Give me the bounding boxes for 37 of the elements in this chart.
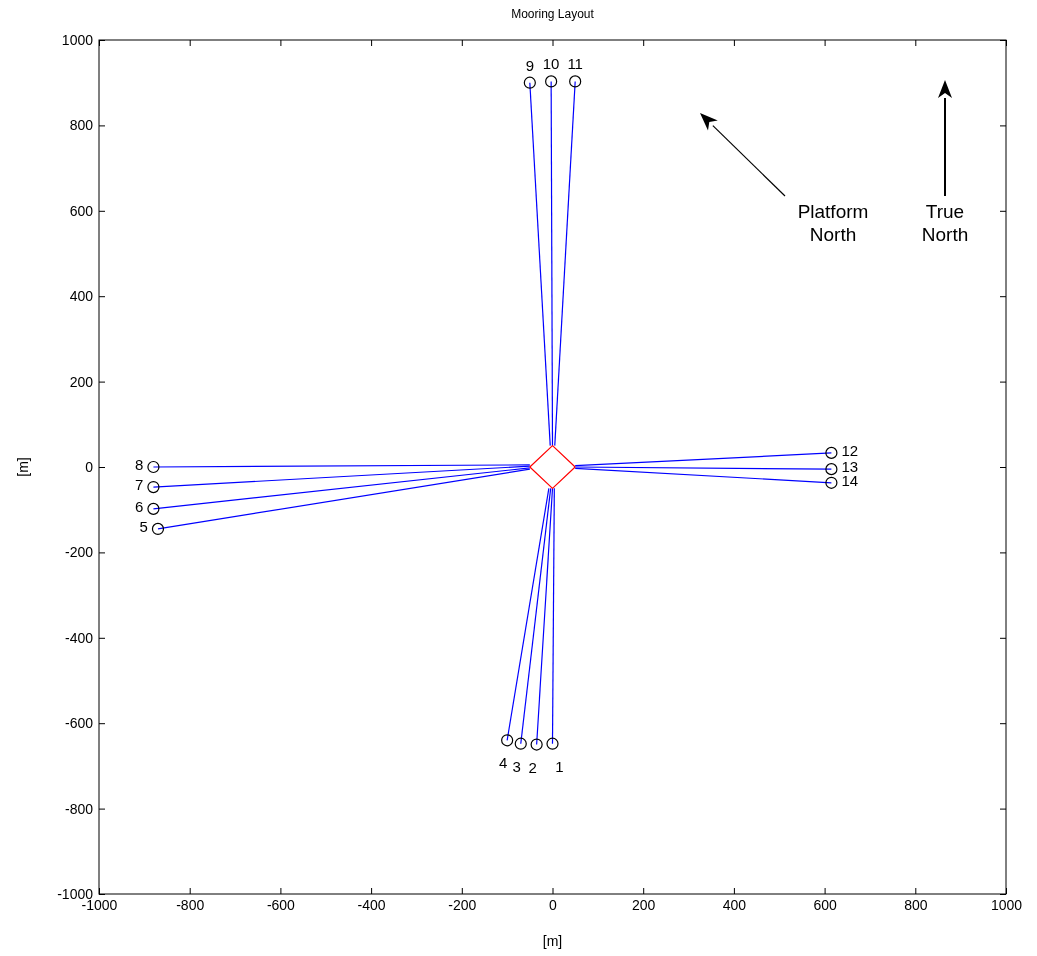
- annotation: 8: [135, 456, 144, 473]
- x-tick-label: 400: [722, 896, 747, 913]
- x-tick-label: -400: [357, 896, 386, 913]
- annotation: 10: [542, 55, 560, 73]
- x-tick-label: -600: [266, 896, 296, 913]
- x-axis-title: [m]: [542, 933, 563, 949]
- y-tick-label: 600: [69, 202, 94, 219]
- y-tick-label: -200: [64, 544, 94, 561]
- y-tick-label: 800: [69, 117, 94, 134]
- x-tick-label: -800: [176, 896, 205, 913]
- annotation: True North: [921, 201, 969, 245]
- y-tick-label: 400: [69, 288, 94, 305]
- annotation: 6: [135, 497, 144, 515]
- x-tick-label: -200: [448, 896, 477, 913]
- x-tick-label: 200: [632, 896, 656, 913]
- chart-title: Mooring Layout: [511, 7, 595, 21]
- annotation: Platform North: [797, 201, 869, 245]
- x-tick-label: 1000: [990, 896, 1023, 913]
- x-tick-label: 800: [904, 896, 928, 913]
- y-tick-label: -600: [64, 715, 94, 732]
- y-tick-label: 1000: [61, 31, 94, 48]
- y-tick-label: -800: [64, 800, 94, 817]
- annotation: 9: [525, 56, 534, 74]
- annotation: 7: [135, 476, 144, 494]
- annotation: 3: [512, 757, 521, 775]
- y-tick-label: -400: [64, 629, 94, 646]
- y-axis-title: [m]: [15, 457, 31, 477]
- annotation: 12: [841, 441, 859, 459]
- y-tick-label: 0: [85, 458, 94, 475]
- annotation: 2: [528, 758, 537, 776]
- annotation: 11: [567, 55, 583, 73]
- x-tick-label: 0: [549, 896, 558, 913]
- annotation: 4: [498, 754, 508, 772]
- annotation: 5: [139, 517, 148, 535]
- annotation: 1: [555, 757, 564, 775]
- y-tick-label: 200: [69, 373, 94, 390]
- x-tick-label: 600: [813, 896, 837, 913]
